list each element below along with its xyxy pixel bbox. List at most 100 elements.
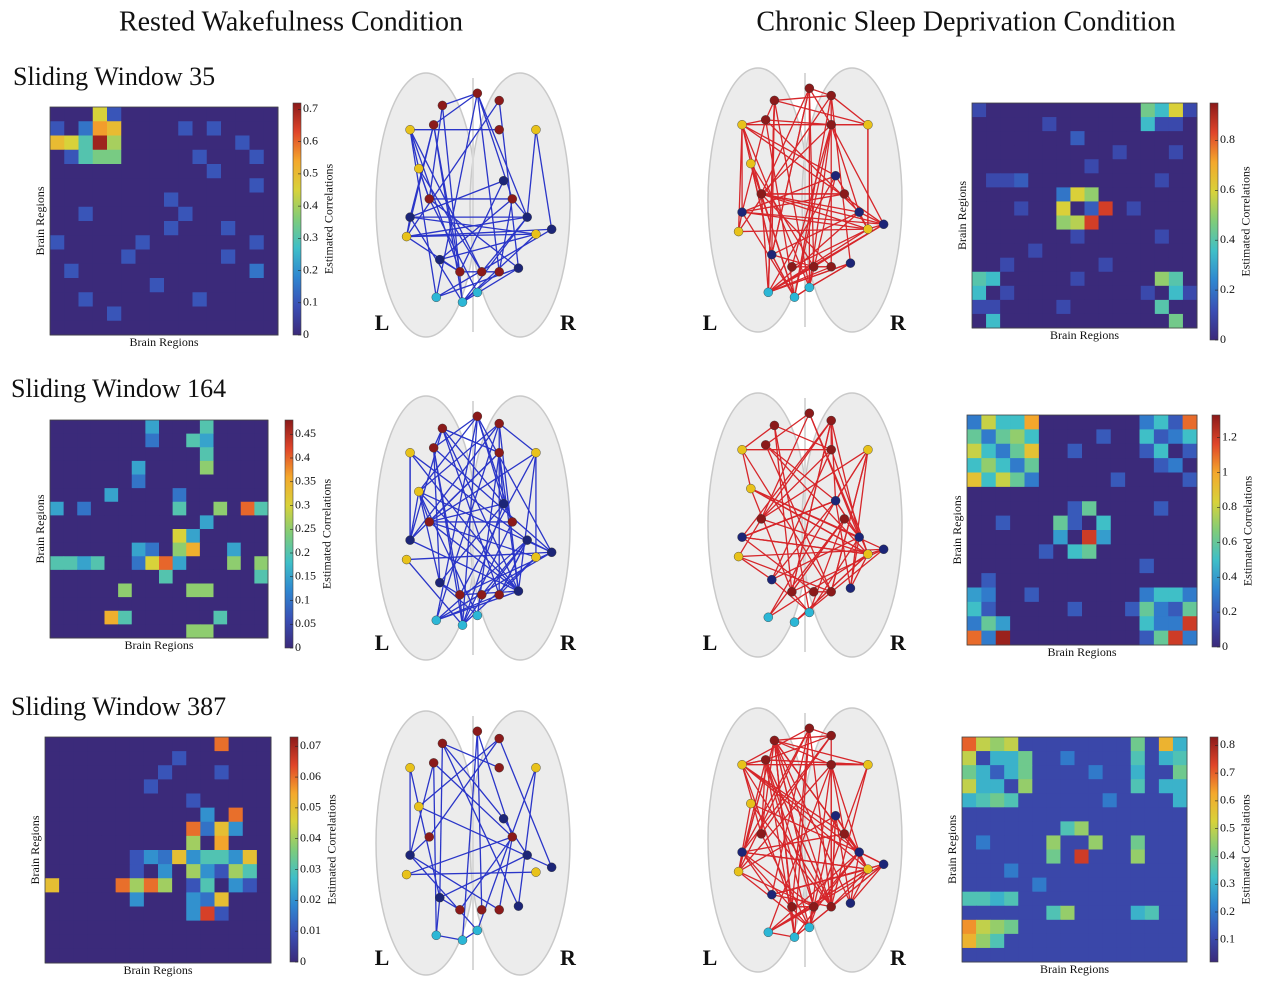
heatmap-cell bbox=[1024, 486, 1040, 502]
heatmap-cell bbox=[227, 529, 242, 544]
heatmap-cell bbox=[186, 597, 201, 612]
heatmap-cell bbox=[242, 779, 258, 794]
heatmap-cell bbox=[976, 877, 991, 893]
heatmap-cell bbox=[1158, 919, 1174, 935]
network-edge bbox=[409, 854, 478, 931]
heatmap-cell bbox=[1130, 737, 1146, 752]
network-node bbox=[830, 496, 841, 506]
heatmap-cell bbox=[104, 474, 119, 489]
heatmap-cell bbox=[1112, 159, 1128, 174]
heatmap-cell bbox=[199, 624, 214, 639]
network-node bbox=[424, 832, 434, 842]
heatmap-cell bbox=[1018, 933, 1033, 949]
network-edge bbox=[760, 193, 769, 293]
network-node bbox=[769, 735, 780, 746]
network-node bbox=[477, 590, 487, 600]
colorbar bbox=[1209, 736, 1219, 963]
heatmap-cell bbox=[1074, 765, 1090, 780]
heatmap-cell bbox=[976, 905, 991, 921]
heatmap-cell bbox=[158, 892, 173, 907]
heatmap-cell bbox=[213, 610, 228, 625]
heatmap-cell bbox=[221, 149, 236, 165]
network-node bbox=[763, 287, 773, 297]
colorbar-tick-label: 0.3 bbox=[1220, 876, 1235, 890]
network-node bbox=[431, 615, 441, 625]
heatmap-cell bbox=[50, 263, 65, 279]
heatmap-cell bbox=[1084, 299, 1100, 315]
heatmap-cell bbox=[63, 556, 78, 571]
heatmap-cell bbox=[143, 934, 159, 950]
heatmap-cell bbox=[1172, 905, 1188, 921]
heatmap-cell bbox=[1144, 933, 1160, 949]
heatmap-cell bbox=[1042, 271, 1057, 287]
heatmap-cell bbox=[976, 751, 991, 766]
heatmap-cell bbox=[1060, 737, 1075, 752]
heatmap-cell bbox=[164, 135, 179, 151]
heatmap-cell bbox=[981, 587, 997, 603]
colorbar-label: Estimated Correlations bbox=[1238, 166, 1252, 277]
heatmap-cell bbox=[228, 864, 244, 879]
heatmap-cell bbox=[192, 235, 208, 250]
heatmap-cell bbox=[213, 542, 228, 557]
heatmap-cell bbox=[1014, 257, 1029, 273]
heatmap-cell bbox=[149, 135, 165, 151]
heatmap-cell bbox=[145, 515, 160, 530]
heatmap-cell bbox=[1130, 933, 1146, 949]
heatmap-cell bbox=[962, 821, 977, 836]
heatmap-cell bbox=[1172, 765, 1188, 780]
heatmap-cell bbox=[1130, 779, 1146, 794]
heatmap-cell bbox=[1168, 472, 1184, 488]
heatmap-cell bbox=[78, 249, 94, 265]
heatmap-cell bbox=[1144, 891, 1160, 907]
heatmap-cell bbox=[145, 488, 160, 503]
heatmap-cell bbox=[206, 278, 222, 293]
network-edge bbox=[461, 521, 513, 626]
heatmap-cell bbox=[172, 501, 187, 516]
heatmap-cell bbox=[73, 835, 88, 851]
heatmap-cell bbox=[976, 779, 991, 794]
heatmap-cell bbox=[254, 569, 269, 584]
heatmap-cell bbox=[59, 807, 74, 823]
heatmap-cell bbox=[64, 320, 79, 336]
heatmap-cell bbox=[256, 948, 272, 964]
network-edge bbox=[459, 590, 519, 596]
heatmap-cell bbox=[214, 835, 230, 851]
heatmap-cell bbox=[192, 263, 208, 279]
heatmap-cell bbox=[213, 569, 228, 584]
heatmap-cell bbox=[1144, 765, 1160, 780]
heatmap-cell bbox=[92, 149, 108, 165]
heatmap-cell bbox=[1140, 271, 1156, 287]
hemisphere-label: L bbox=[375, 945, 390, 970]
heatmap-cell bbox=[1004, 877, 1019, 893]
heatmap-cell bbox=[1000, 173, 1015, 188]
heatmap-cell bbox=[178, 192, 193, 208]
heatmap-cell bbox=[1172, 877, 1188, 893]
heatmap-cell bbox=[1168, 229, 1184, 245]
heatmap-cell bbox=[1125, 630, 1140, 646]
heatmap-cell bbox=[986, 243, 1001, 259]
heatmap-cell bbox=[1144, 849, 1160, 865]
heatmap-cell bbox=[1182, 145, 1198, 160]
heatmap-cell bbox=[1116, 807, 1132, 822]
heatmap-cell bbox=[90, 515, 105, 530]
network-node bbox=[494, 125, 504, 135]
network-node bbox=[435, 254, 445, 265]
heatmap-cell bbox=[164, 235, 179, 250]
network-node bbox=[494, 267, 504, 277]
colorbar-tick-label: 0.8 bbox=[1222, 499, 1237, 513]
heatmap-cell bbox=[995, 601, 1011, 617]
heatmap-cell bbox=[235, 149, 250, 165]
heatmap-cell bbox=[186, 878, 201, 893]
heatmap-cell bbox=[1000, 187, 1015, 202]
heatmap-cell bbox=[967, 601, 982, 617]
heatmap-cell bbox=[178, 221, 193, 236]
network-edge bbox=[433, 762, 437, 936]
heatmap-cell bbox=[1082, 573, 1097, 588]
heatmap-cell bbox=[1010, 515, 1025, 531]
heatmap-cell bbox=[1182, 415, 1198, 430]
heatmap-cell bbox=[129, 737, 145, 752]
heatmap-cell bbox=[962, 835, 977, 850]
heatmap-cell bbox=[172, 765, 187, 780]
heatmap-cell bbox=[1144, 807, 1160, 822]
heatmap-cell bbox=[1168, 257, 1184, 273]
